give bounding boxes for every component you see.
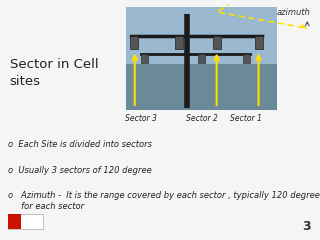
Bar: [8, 214, 21, 229]
Bar: [141, 54, 148, 63]
Text: Sector 2: Sector 2: [186, 114, 218, 123]
Bar: [126, 64, 277, 110]
Text: Sector 3: Sector 3: [125, 114, 157, 123]
Text: 3: 3: [302, 220, 310, 233]
Text: o  Each Site is divided into sectors: o Each Site is divided into sectors: [8, 140, 152, 149]
Bar: [175, 36, 183, 49]
Bar: [213, 36, 221, 49]
Text: o   Azimuth -  It is the range covered by each sector , typically 120 degree
   : o Azimuth - It is the range covered by e…: [8, 191, 320, 211]
Bar: [243, 54, 250, 63]
Text: azimuth: azimuth: [277, 8, 310, 18]
Bar: [126, 7, 277, 110]
Bar: [255, 36, 263, 49]
Text: o  Usually 3 sectors of 120 degree: o Usually 3 sectors of 120 degree: [8, 166, 152, 175]
Bar: [130, 36, 138, 49]
Text: Sector in Cell
sites: Sector in Cell sites: [10, 58, 98, 88]
Bar: [8, 214, 43, 229]
Text: Sector 1: Sector 1: [230, 114, 262, 123]
Bar: [198, 54, 205, 63]
